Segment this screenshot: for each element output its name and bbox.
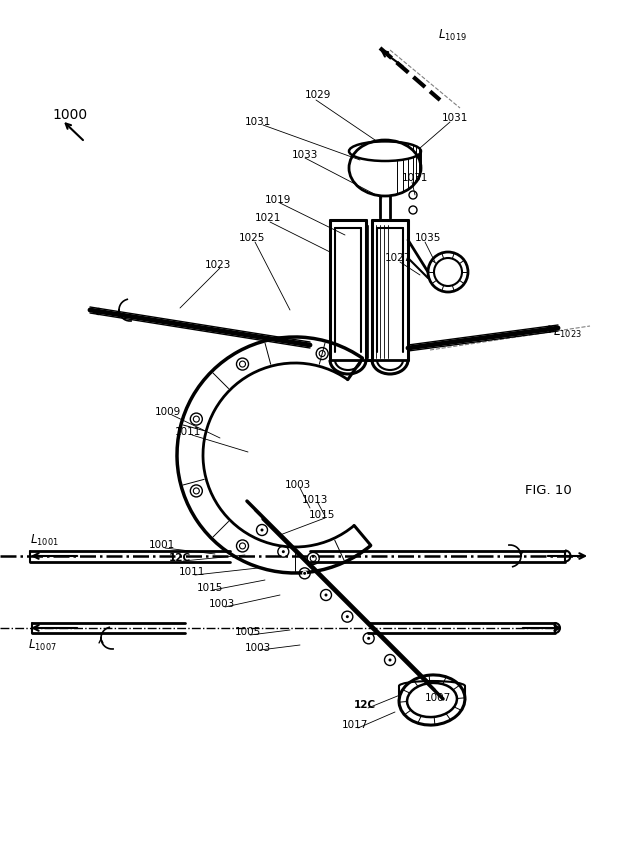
- Text: 1023: 1023: [205, 260, 231, 270]
- Circle shape: [367, 637, 370, 639]
- Text: 1017: 1017: [342, 720, 368, 730]
- Circle shape: [388, 658, 392, 662]
- Text: 1021: 1021: [255, 213, 281, 223]
- Text: 1031: 1031: [245, 117, 271, 127]
- Text: 1003: 1003: [245, 643, 271, 653]
- Text: 1033: 1033: [292, 150, 318, 160]
- Text: $L_{1023}$: $L_{1023}$: [553, 324, 582, 340]
- Text: 1003: 1003: [285, 480, 311, 490]
- Text: 1005: 1005: [235, 627, 261, 637]
- Circle shape: [259, 527, 264, 532]
- Text: 1009: 1009: [155, 407, 181, 417]
- Circle shape: [346, 615, 349, 618]
- Text: 1027: 1027: [385, 253, 411, 263]
- Text: FIG. 10: FIG. 10: [525, 484, 572, 496]
- Circle shape: [323, 592, 328, 597]
- Circle shape: [282, 550, 285, 553]
- Circle shape: [324, 593, 328, 597]
- Circle shape: [387, 657, 392, 663]
- Text: 1007: 1007: [425, 693, 451, 703]
- Text: 1013: 1013: [302, 495, 328, 505]
- Circle shape: [260, 528, 264, 532]
- Text: $L_{1007}$: $L_{1007}$: [28, 638, 57, 652]
- Circle shape: [366, 636, 371, 641]
- Text: 1025: 1025: [239, 233, 265, 243]
- Text: 12C: 12C: [169, 553, 191, 563]
- Text: $L_{1001}$: $L_{1001}$: [30, 532, 59, 548]
- Text: 1015: 1015: [309, 510, 335, 520]
- Text: 1019: 1019: [265, 195, 291, 205]
- Text: $L_{1019}$: $L_{1019}$: [438, 27, 467, 43]
- Text: 1035: 1035: [415, 233, 441, 243]
- Text: 1031: 1031: [442, 113, 468, 123]
- Text: 1031: 1031: [402, 173, 428, 183]
- Text: 1029: 1029: [305, 90, 331, 100]
- Text: 1000: 1000: [52, 108, 88, 122]
- Text: 1001: 1001: [149, 540, 175, 550]
- Text: 1015: 1015: [197, 583, 223, 593]
- Text: 1011: 1011: [179, 567, 205, 577]
- Text: 1003: 1003: [209, 599, 235, 609]
- Text: 12C: 12C: [354, 700, 376, 710]
- Circle shape: [302, 571, 307, 576]
- Text: 1011: 1011: [175, 427, 201, 437]
- Circle shape: [281, 550, 286, 554]
- Circle shape: [345, 614, 350, 619]
- Circle shape: [303, 572, 306, 575]
